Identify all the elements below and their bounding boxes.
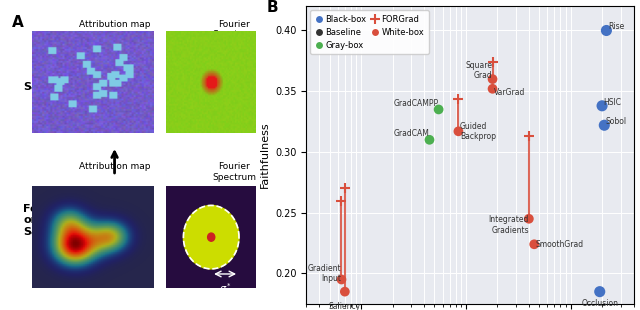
Point — [529, 242, 540, 247]
Text: Square
Grad: Square Grad — [465, 61, 493, 80]
Point — [488, 86, 498, 91]
Point — [453, 129, 463, 134]
Text: $\sigma^*$: $\sigma^*$ — [218, 281, 232, 295]
Text: Attribution map: Attribution map — [79, 162, 150, 171]
Point — [524, 216, 534, 221]
Text: A: A — [12, 15, 24, 30]
Text: Saliency: Saliency — [24, 82, 76, 91]
Text: HSIC: HSIC — [604, 98, 621, 107]
Text: Sobol: Sobol — [605, 117, 627, 126]
Text: Saliency: Saliency — [329, 302, 361, 310]
Text: Guided
Backprop: Guided Backprop — [460, 122, 496, 141]
Legend: Black-box, Baseline, Gray-box, FORGrad, White-box: Black-box, Baseline, Gray-box, FORGrad, … — [310, 10, 429, 54]
Point — [337, 277, 347, 282]
Text: Gradient
Input: Gradient Input — [308, 264, 342, 283]
Text: B: B — [267, 0, 278, 15]
Circle shape — [207, 233, 215, 241]
Point — [433, 107, 444, 112]
Text: GradCAM: GradCAM — [394, 129, 429, 138]
Y-axis label: Faithfulness: Faithfulness — [259, 122, 269, 188]
Text: Rise: Rise — [608, 22, 624, 31]
Point — [602, 28, 612, 33]
Text: Integrated
Gradients: Integrated Gradients — [488, 215, 529, 235]
Text: Fourier
Spectrum: Fourier Spectrum — [212, 20, 256, 39]
Point — [597, 103, 607, 108]
Text: ForGrad
on
Saliency: ForGrad on Saliency — [24, 204, 76, 237]
Text: GradCAMPP: GradCAMPP — [394, 99, 438, 108]
Text: Occlusion: Occlusion — [581, 299, 618, 308]
Point — [488, 77, 498, 82]
Text: SmoothGrad: SmoothGrad — [536, 240, 584, 249]
Text: Attribution map: Attribution map — [79, 20, 150, 29]
Circle shape — [184, 206, 239, 269]
Point — [599, 123, 609, 128]
Point — [595, 289, 605, 294]
Text: VarGrad: VarGrad — [494, 88, 525, 97]
Point — [424, 137, 435, 142]
Text: Fourier
Spectrum: Fourier Spectrum — [212, 162, 256, 182]
Point — [340, 289, 350, 294]
